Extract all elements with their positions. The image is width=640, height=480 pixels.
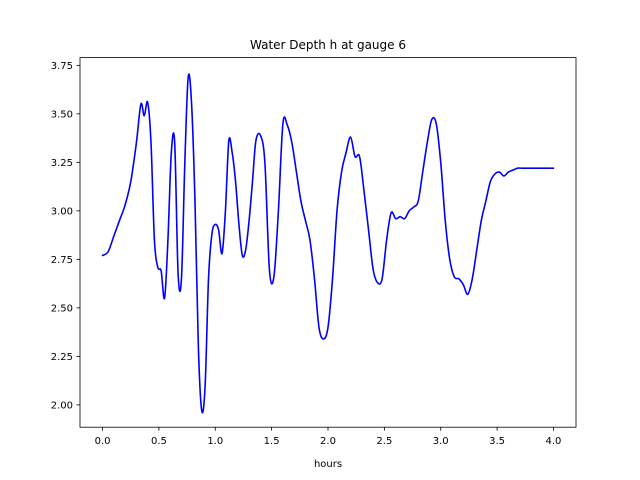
y-tick-label: 3.50 — [51, 109, 73, 120]
x-axis-label: hours — [314, 459, 342, 470]
plot-area — [101, 73, 555, 414]
x-tick-label: 1.0 — [207, 436, 223, 447]
y-tick-label: 2.00 — [51, 400, 73, 411]
x-tick-label: 3.0 — [433, 436, 449, 447]
y-axis: 2.00 2.25 2.50 2.75 3.00 3.25 3.50 3.75 — [51, 61, 80, 411]
series-line-0 — [101, 73, 555, 414]
x-tick-label: 2.0 — [320, 436, 336, 447]
x-tick-label: 1.5 — [264, 436, 280, 447]
x-tick-label: 4.0 — [546, 436, 562, 447]
x-tick-label: 0.0 — [95, 436, 111, 447]
y-tick-label: 2.25 — [51, 352, 73, 363]
x-tick-label: 0.5 — [151, 436, 167, 447]
x-tick-label: 3.5 — [489, 436, 505, 447]
y-tick-label: 2.75 — [51, 255, 73, 266]
y-tick-label: 3.75 — [51, 61, 73, 72]
x-tick-label: 2.5 — [376, 436, 392, 447]
y-tick-label: 3.25 — [51, 158, 73, 169]
x-axis: 0.0 0.5 1.0 1.5 2.0 2.5 3.0 3.5 4.0 — [95, 427, 562, 447]
y-tick-label: 2.50 — [51, 303, 73, 314]
y-tick-label: 3.00 — [51, 206, 73, 217]
chart-title: Water Depth h at gauge 6 — [250, 38, 406, 52]
